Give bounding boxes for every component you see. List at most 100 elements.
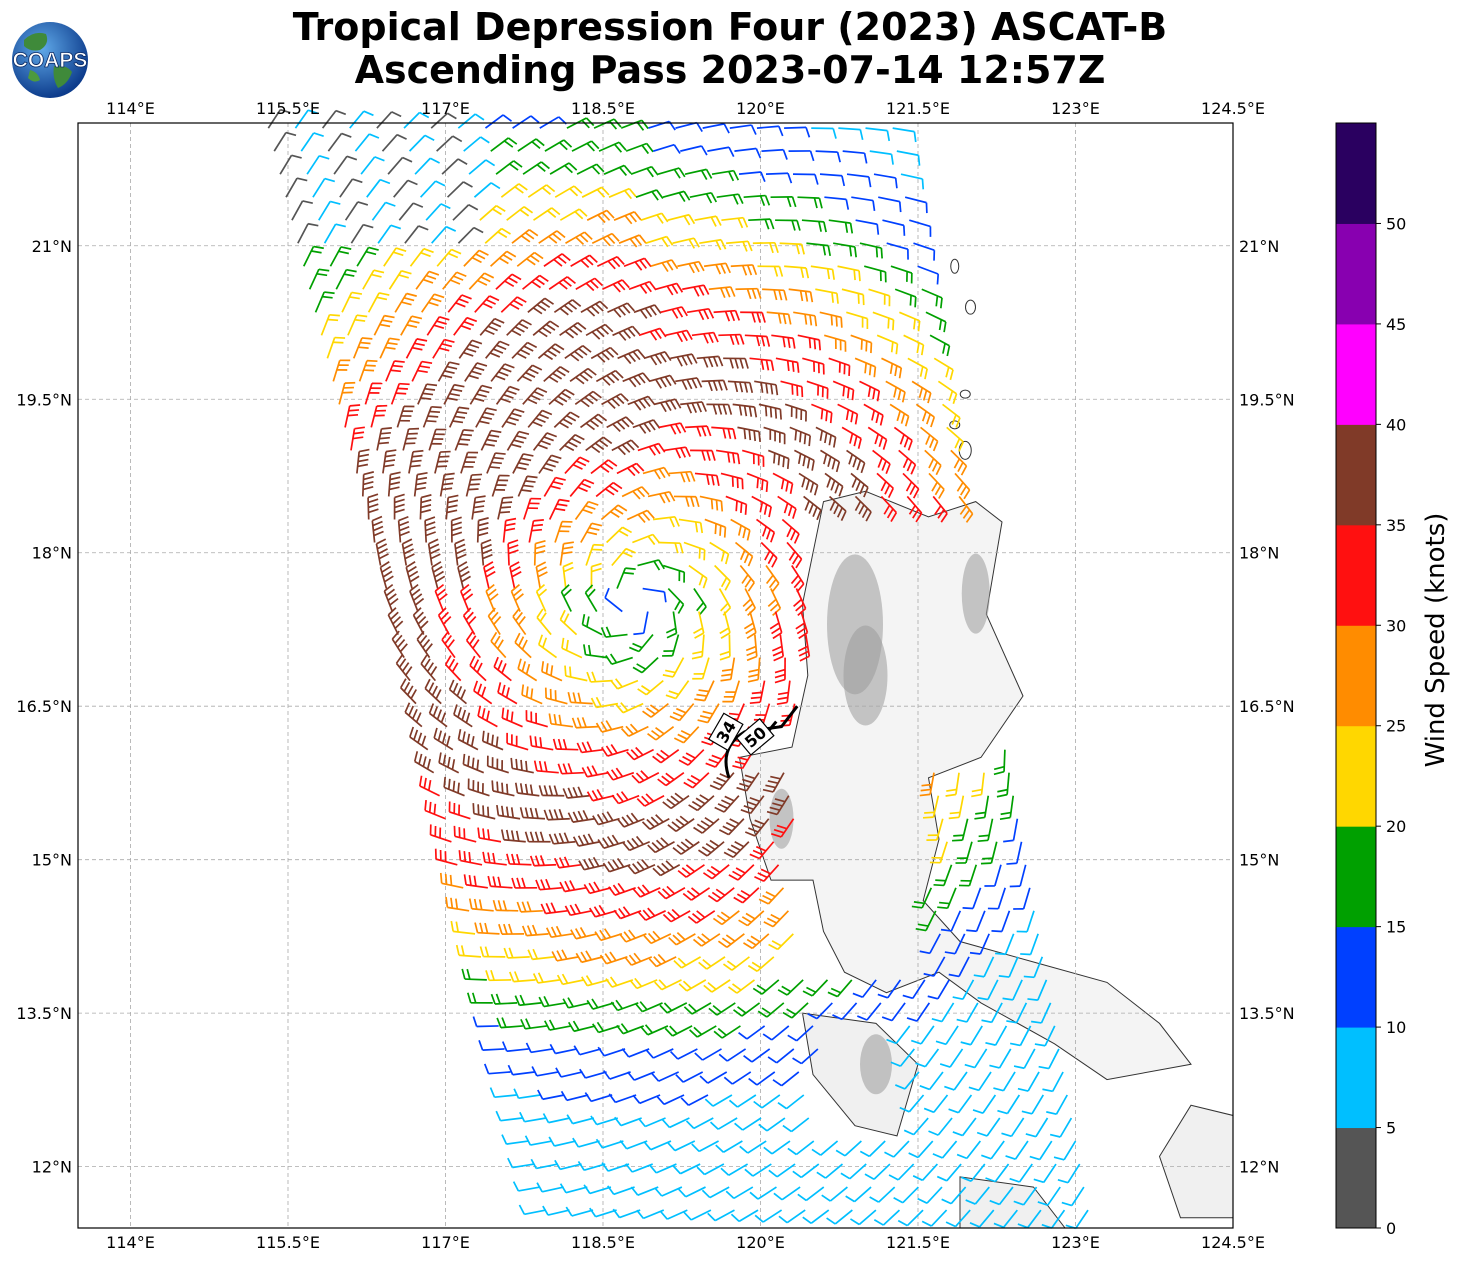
lon-tick-top: 118.5°E: [571, 99, 635, 118]
wind-barb: [965, 1186, 990, 1205]
wind-barb: [376, 111, 402, 129]
wind-barb: [767, 588, 782, 617]
wind-barb: [549, 162, 578, 175]
terrain-shade: [961, 553, 990, 634]
wind-barb: [525, 1042, 553, 1054]
terrain-shade: [769, 788, 794, 849]
wind-barb: [948, 1094, 973, 1114]
wind-barb: [512, 453, 534, 474]
wind-barb: [727, 979, 755, 994]
wind-barb: [753, 1094, 781, 1109]
wind-barb: [815, 288, 839, 304]
wind-barb: [688, 794, 715, 812]
wind-barb: [715, 1140, 743, 1153]
wind-barb: [712, 910, 740, 926]
wind-barb: [670, 353, 698, 367]
wind-barb: [514, 994, 542, 1007]
wind-barb: [876, 472, 895, 499]
wind-barb: [405, 561, 420, 589]
small-island: [958, 440, 972, 460]
wind-barb: [608, 187, 637, 200]
wind-barb: [495, 385, 520, 405]
wind-barb: [613, 906, 642, 920]
wind-barb: [784, 265, 810, 279]
wind-barb: [824, 334, 847, 352]
wind-barb: [976, 1117, 1001, 1137]
wind-barb: [437, 361, 460, 382]
wind-barb: [909, 219, 932, 237]
wind-barb: [1009, 864, 1027, 888]
wind-barb: [354, 133, 380, 152]
wind-barb: [320, 313, 340, 336]
wind-barb: [490, 993, 518, 1005]
colorbar-tick: 10: [1386, 1018, 1406, 1037]
wind-barb: [472, 1016, 499, 1028]
wind-barb: [669, 703, 695, 722]
wind-barb: [687, 910, 716, 924]
wind-barb: [779, 242, 805, 255]
wind-barb: [775, 219, 801, 231]
wind-barb: [903, 1117, 929, 1136]
wind-barb: [501, 408, 525, 428]
wind-barb: [1038, 1048, 1060, 1070]
wind-barb: [381, 133, 407, 152]
wind-barb: [792, 1048, 819, 1065]
wind-barb: [457, 226, 484, 244]
wind-barb: [611, 547, 636, 567]
wind-barb: [544, 139, 573, 152]
wind-barb: [767, 1048, 795, 1064]
wind-barb: [744, 818, 770, 837]
wind-barb: [450, 920, 476, 935]
wind-barb: [560, 584, 572, 612]
wind-barb: [732, 403, 758, 418]
wind-barb: [538, 454, 562, 474]
wind-barb: [680, 145, 708, 156]
wind-barb: [512, 115, 540, 129]
wind-barb: [890, 1048, 915, 1067]
lat-tick-left: 18°N: [32, 544, 72, 563]
wind-barb: [793, 311, 818, 327]
wind-barb: [502, 517, 517, 543]
wind-barb: [560, 1090, 589, 1102]
lat-tick-left: 12°N: [32, 1158, 72, 1177]
wind-barb: [527, 409, 553, 428]
wind-barb: [698, 839, 725, 857]
wind-barb: [742, 588, 756, 616]
wind-barb: [532, 432, 557, 451]
wind-barb: [707, 146, 735, 157]
wind-barb: [652, 860, 681, 877]
wind-barb: [763, 910, 790, 928]
wind-barb: [490, 363, 515, 382]
wind-barb: [933, 864, 953, 887]
wind-barb: [665, 611, 678, 639]
wind-barb: [654, 1186, 683, 1197]
wind-barb: [900, 173, 925, 190]
wind-barb: [581, 614, 603, 636]
wind-barb: [462, 753, 485, 774]
wind-barb: [648, 953, 677, 968]
wind-barb: [569, 478, 595, 497]
wind-barb: [711, 169, 740, 182]
wind-barb: [599, 951, 628, 965]
wind-barb: [425, 203, 451, 221]
wind-barb: [559, 208, 588, 221]
wind-barb: [945, 772, 960, 797]
wind-barb: [1003, 818, 1019, 843]
wind-barb: [321, 109, 347, 129]
wind-barb: [826, 1209, 853, 1225]
wind-barb: [616, 812, 645, 828]
wind-barb: [413, 471, 428, 497]
wind-barb: [1046, 1094, 1068, 1116]
wind-barb: [748, 1071, 776, 1086]
wind-barb: [548, 713, 573, 728]
wind-barb: [445, 896, 470, 912]
lat-tick-right: 13.5°N: [1239, 1004, 1295, 1023]
wind-barb: [1061, 1186, 1085, 1207]
wind-barb: [714, 564, 731, 591]
wind-barb: [792, 173, 819, 185]
wind-barb: [537, 634, 558, 659]
wind-barb: [537, 343, 565, 361]
wind-barb: [462, 607, 477, 636]
wind-barb: [772, 472, 794, 494]
wind-barb: [838, 127, 864, 140]
